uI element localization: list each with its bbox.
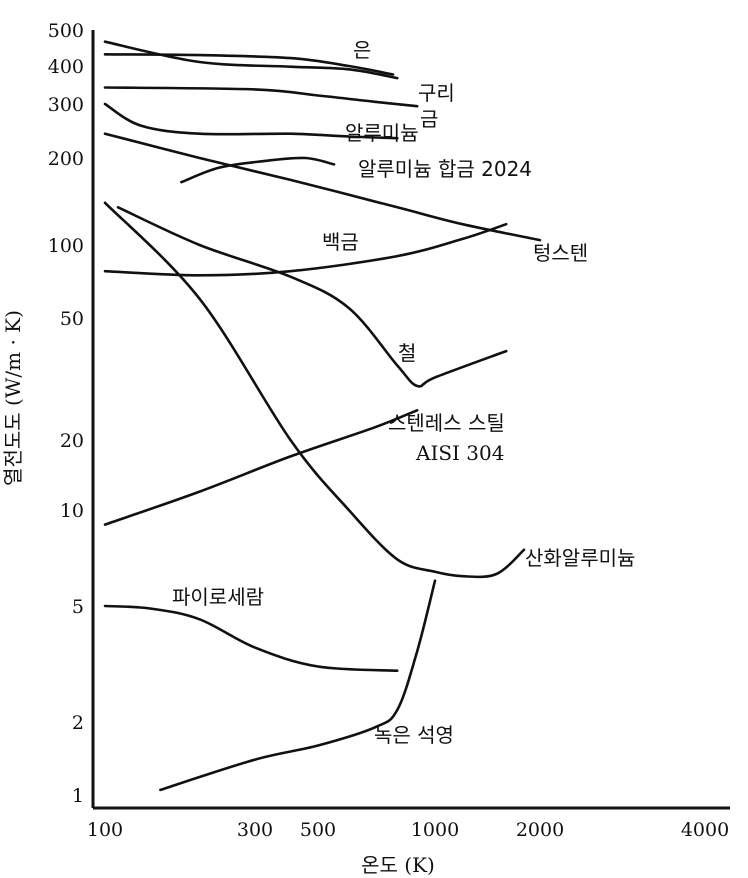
x-axis-title: 온도 (K) <box>361 853 435 877</box>
x-tick-labels: 100 300 500 1000 2000 4000 <box>87 819 729 841</box>
series-line-텅스텐 <box>105 134 540 240</box>
y-tick-label: 50 <box>60 308 84 330</box>
x-tick-label: 4000 <box>681 819 729 841</box>
x-tick-label: 100 <box>87 819 123 841</box>
series-label-텅스텐: 텅스텐 <box>533 241 588 265</box>
y-tick-label: 100 <box>48 235 84 257</box>
series-label-스텐레스-스틸-AISI-304: 스텐레스 스틸 AISI 304 <box>388 411 505 465</box>
series-label-금: 금 <box>420 107 438 131</box>
series-line-철 <box>118 207 506 386</box>
series-label-백금: 백금 <box>322 230 359 254</box>
y-tick-label: 20 <box>60 430 84 452</box>
series-line-알루미늄-합금-2024 <box>181 158 334 182</box>
series-label-철: 철 <box>398 341 416 365</box>
y-tick-label: 300 <box>48 94 84 116</box>
series-line-백금 <box>105 224 506 275</box>
y-tick-label: 400 <box>48 56 84 78</box>
x-tick-label: 2000 <box>516 819 564 841</box>
series-line-파이로세람 <box>105 606 397 671</box>
y-tick-label: 1 <box>72 785 84 807</box>
series-line-녹은-석영 <box>160 581 435 790</box>
y-tick-label: 5 <box>72 596 84 618</box>
series-label-알루미늄: 알루미늄 <box>345 121 419 145</box>
y-axis-title: 열전도도 (W/m · K) <box>1 310 25 486</box>
y-tick-label: 200 <box>48 148 84 170</box>
series-line-스텐레스-스틸-AISI-304 <box>105 410 417 524</box>
series-label-산화알루미늄: 산화알루미늄 <box>525 546 635 570</box>
series-line-산화알루미늄 <box>105 203 524 577</box>
series-label-은: 은 <box>353 38 371 62</box>
x-tick-label: 500 <box>300 819 336 841</box>
y-tick-label: 2 <box>72 712 84 734</box>
series-label-파이로세람: 파이로세람 <box>172 585 264 609</box>
x-tick-label: 1000 <box>411 819 459 841</box>
y-tick-labels: 1 2 5 10 20 50 100 200 300 400 500 <box>48 20 84 807</box>
y-tick-label: 500 <box>48 20 84 42</box>
y-tick-label: 10 <box>60 500 84 522</box>
series-label-알루미늄-합금-2024: 알루미늄 합금 2024 <box>358 157 532 181</box>
series-line-금 <box>105 88 417 107</box>
series-label-구리: 구리 <box>418 81 455 105</box>
x-tick-label: 300 <box>237 819 273 841</box>
series-label-녹은-석영: 녹은 석영 <box>374 723 454 747</box>
